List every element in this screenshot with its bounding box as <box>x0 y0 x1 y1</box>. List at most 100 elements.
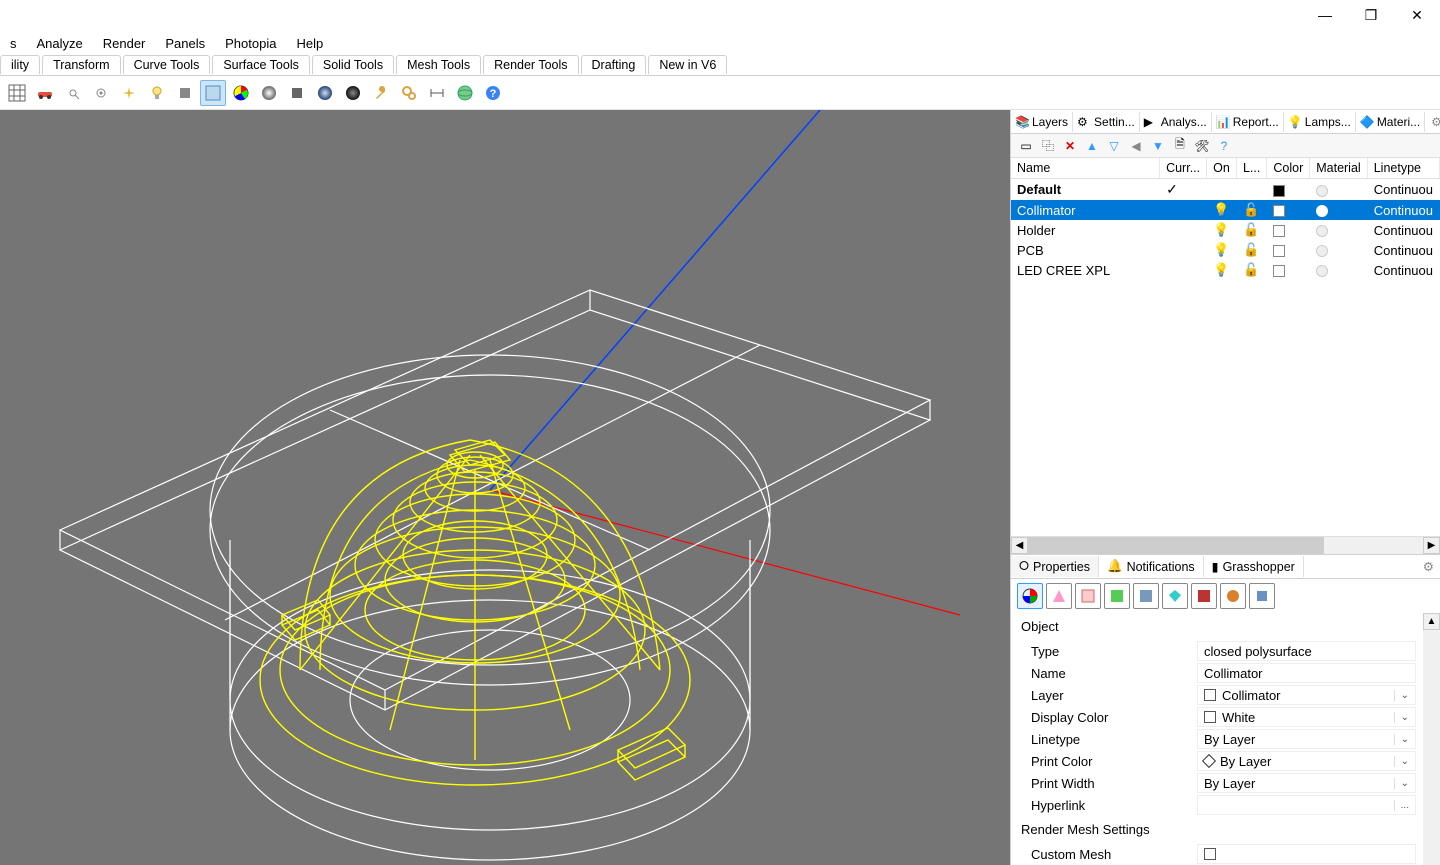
col-current[interactable]: Curr... <box>1160 158 1207 179</box>
new-layer-icon[interactable]: ▭ <box>1017 137 1035 155</box>
prop-row[interactable]: LinetypeBy Layer⌄ <box>1017 728 1434 750</box>
layer-lock-icon[interactable]: 🔓 <box>1236 240 1266 260</box>
gem-props-icon[interactable] <box>1162 583 1188 609</box>
prop-row[interactable]: LayerCollimator⌄ <box>1017 684 1434 706</box>
red-props-icon[interactable] <box>1191 583 1217 609</box>
menu-photopia[interactable]: Photopia <box>215 34 286 53</box>
col-linetype[interactable]: Linetype <box>1367 158 1439 179</box>
tab-render-tools[interactable]: Render Tools <box>483 55 578 74</box>
stop-icon[interactable] <box>172 80 198 106</box>
panel-options-icon[interactable]: ⚙ <box>1425 112 1440 132</box>
close-button[interactable]: ✕ <box>1394 0 1440 30</box>
material-props-icon[interactable] <box>1046 583 1072 609</box>
tab-drafting[interactable]: Drafting <box>581 55 647 74</box>
dropdown-icon[interactable]: ⌄ <box>1394 756 1409 767</box>
layer-color[interactable] <box>1267 260 1310 280</box>
layer-material[interactable] <box>1310 179 1367 201</box>
dropdown-icon[interactable]: ⌄ <box>1394 778 1409 789</box>
shade-icon[interactable] <box>200 80 226 106</box>
help-panel-icon[interactable]: ? <box>1215 137 1233 155</box>
sphere-blue-icon[interactable] <box>312 80 338 106</box>
wrench-icon[interactable] <box>368 80 394 106</box>
prop-row[interactable]: Print WidthBy Layer⌄ <box>1017 772 1434 794</box>
tab-analysis[interactable]: ▶Analys... <box>1140 112 1212 132</box>
menu-item[interactable]: s <box>0 34 27 53</box>
bulb-icon[interactable] <box>144 80 170 106</box>
layer-row[interactable]: PCB💡🔓Continuou <box>1011 240 1440 260</box>
tab-ility[interactable]: ility <box>0 55 40 74</box>
help-icon[interactable]: ? <box>480 80 506 106</box>
layer-table[interactable]: Name Curr... On L... Color Material Line… <box>1011 158 1440 280</box>
minimize-button[interactable]: — <box>1302 0 1348 30</box>
sphere-dark-icon[interactable] <box>340 80 366 106</box>
layer-row[interactable]: Collimator💡🔓Continuou <box>1011 200 1440 220</box>
props-options-icon[interactable]: ⚙ <box>1417 556 1440 577</box>
gears-icon[interactable] <box>396 80 422 106</box>
layer-lock-icon[interactable]: 🔓 <box>1236 260 1266 280</box>
col-material[interactable]: Material <box>1310 158 1367 179</box>
tab-mesh-tools[interactable]: Mesh Tools <box>396 55 481 74</box>
sparkle-icon[interactable] <box>116 80 142 106</box>
new-sublayer-icon[interactable]: ⿻ <box>1039 137 1057 155</box>
plane-props-icon[interactable] <box>1133 583 1159 609</box>
dropdown-icon[interactable]: ⌄ <box>1394 734 1409 745</box>
grid-icon[interactable] <box>4 80 30 106</box>
layer-lock-icon[interactable]: 🔓 <box>1236 220 1266 240</box>
layer-row[interactable]: Holder💡🔓Continuou <box>1011 220 1440 240</box>
tab-layers[interactable]: 📚Layers <box>1011 112 1073 132</box>
probe-icon[interactable] <box>60 80 86 106</box>
doc-icon[interactable]: 🗎 <box>1171 137 1189 155</box>
menu-analyze[interactable]: Analyze <box>27 34 93 53</box>
col-color[interactable]: Color <box>1267 158 1310 179</box>
tab-report[interactable]: 📊Report... <box>1212 112 1284 132</box>
sphere-gray-icon[interactable] <box>256 80 282 106</box>
props-vscroll[interactable]: ▲ <box>1423 613 1440 865</box>
layer-on-icon[interactable]: 💡 <box>1207 200 1237 220</box>
prop-row[interactable]: NameCollimator <box>1017 662 1434 684</box>
prop-row[interactable]: Print ColorBy Layer⌄ <box>1017 750 1434 772</box>
layer-material[interactable] <box>1310 200 1367 220</box>
tab-solid-tools[interactable]: Solid Tools <box>312 55 394 74</box>
col-lock[interactable]: L... <box>1236 158 1266 179</box>
move-up-icon[interactable]: ▲ <box>1083 137 1101 155</box>
layer-on-icon[interactable]: 💡 <box>1207 240 1237 260</box>
dimension-icon[interactable] <box>424 80 450 106</box>
tab-new-v6[interactable]: New in V6 <box>648 55 727 74</box>
layer-material[interactable] <box>1310 240 1367 260</box>
tab-material[interactable]: 🔷Materi... <box>1356 112 1425 132</box>
object-props-icon[interactable] <box>1017 583 1043 609</box>
layer-on-icon[interactable]: 💡 <box>1207 260 1237 280</box>
prop-row[interactable]: Typeclosed polysurface <box>1017 640 1434 662</box>
color-wheel-icon[interactable] <box>228 80 254 106</box>
viewport-3d[interactable] <box>0 110 1010 865</box>
layer-lock-icon[interactable]: 🔓 <box>1236 200 1266 220</box>
tab-grasshopper[interactable]: ▮Grasshopper <box>1204 556 1304 577</box>
texture-props-icon[interactable] <box>1075 583 1101 609</box>
layer-hscroll[interactable]: ◀ ▶ <box>1011 536 1440 554</box>
tab-surface-tools[interactable]: Surface Tools <box>212 55 310 74</box>
layer-row[interactable]: Default✓Continuou <box>1011 179 1440 201</box>
scroll-right-icon[interactable]: ▶ <box>1423 537 1440 554</box>
tab-lamps[interactable]: 💡Lamps... <box>1284 112 1356 132</box>
tools-icon[interactable]: 🛠 <box>1193 137 1211 155</box>
prop-row-custom-mesh[interactable]: Custom Mesh <box>1017 843 1434 865</box>
layer-color[interactable] <box>1267 179 1310 201</box>
stop2-icon[interactable] <box>284 80 310 106</box>
tab-transform[interactable]: Transform <box>42 55 121 74</box>
tab-curve-tools[interactable]: Curve Tools <box>123 55 211 74</box>
scroll-left-icon[interactable]: ◀ <box>1011 537 1028 554</box>
car-icon[interactable] <box>32 80 58 106</box>
menu-help[interactable]: Help <box>286 34 333 53</box>
sphere-props-icon[interactable] <box>1220 583 1246 609</box>
cube-props-icon[interactable] <box>1249 583 1275 609</box>
layer-color[interactable] <box>1267 220 1310 240</box>
tab-properties[interactable]: ⭘Properties <box>1011 556 1099 577</box>
scroll-up-icon[interactable]: ▲ <box>1423 613 1440 630</box>
tab-notifications[interactable]: 🔔Notifications <box>1099 556 1204 577</box>
ellipsis-button[interactable]: ... <box>1394 800 1409 811</box>
layer-lock-icon[interactable] <box>1236 179 1266 201</box>
layer-color[interactable] <box>1267 240 1310 260</box>
filter-icon[interactable]: ▼ <box>1149 137 1167 155</box>
mesh-props-icon[interactable] <box>1104 583 1130 609</box>
dropdown-icon[interactable]: ⌄ <box>1394 712 1409 723</box>
